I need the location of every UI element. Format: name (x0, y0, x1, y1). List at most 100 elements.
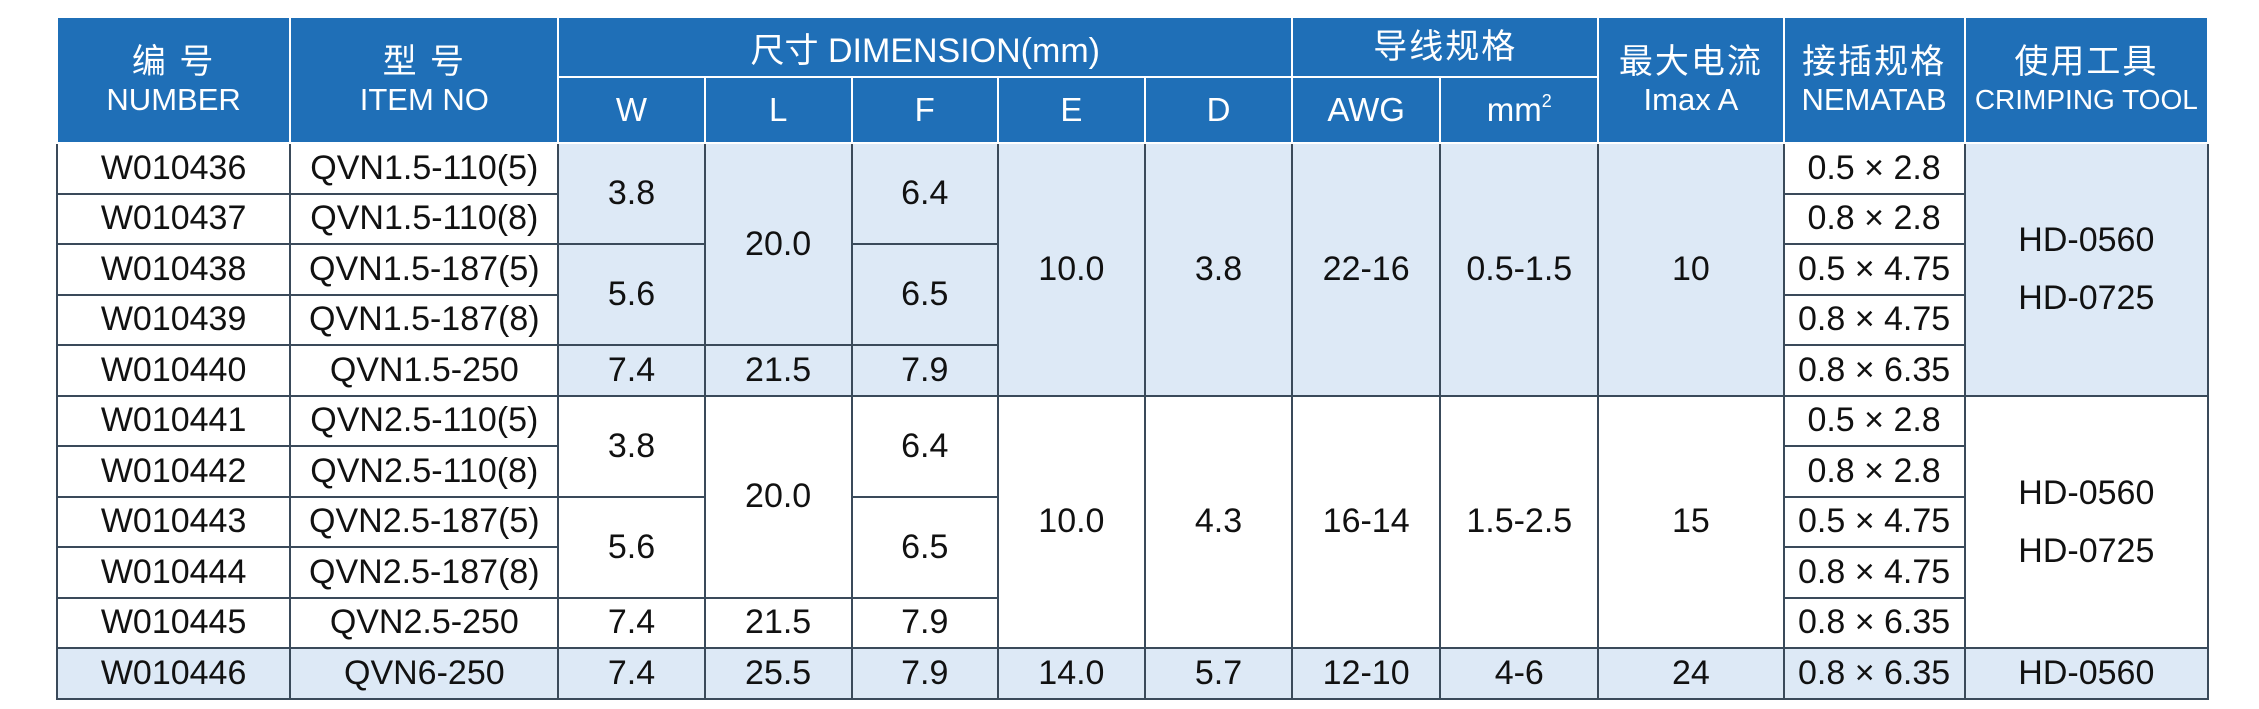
header-number: 编 号 NUMBER (55, 16, 292, 144)
cell-awg: 22-16 (1291, 142, 1442, 397)
header-d: D (1143, 76, 1294, 144)
spec-table: 编 号 NUMBER 型 号 ITEM NO 尺寸 DIMENSION(mm) … (55, 16, 2210, 700)
cell-number: W010438 (55, 243, 292, 296)
table-row: W010437 QVN1.5-110(8) 0.8 × 2.8 (55, 192, 2208, 245)
cell-item: QVN1.5-110(8) (289, 192, 560, 245)
header-connect: 接插规格 NEMATAB (1782, 16, 1966, 144)
cell-e: 14.0 (996, 647, 1146, 700)
cell-d: 5.7 (1143, 647, 1294, 700)
cell-nematab: 0.5 × 4.75 (1782, 495, 1966, 548)
cell-number: W010442 (55, 445, 292, 498)
cell-f: 6.4 (850, 142, 999, 245)
cell-number: W010444 (55, 546, 292, 599)
header-l: L (703, 76, 853, 144)
cell-f: 7.9 (850, 344, 999, 397)
cell-nematab: 0.5 × 4.75 (1782, 243, 1966, 296)
cell-w: 5.6 (557, 243, 706, 346)
cell-mm2: 0.5-1.5 (1439, 142, 1600, 397)
table-row: W010445 QVN2.5-250 7.4 21.5 7.9 0.8 × 6.… (55, 596, 2208, 649)
cell-mm2: 4-6 (1439, 647, 1600, 700)
header-item: 型 号 ITEM NO (289, 16, 560, 144)
cell-tool: HD-0560 HD-0725 (1963, 142, 2210, 397)
header-item-en: ITEM NO (359, 82, 489, 117)
cell-imax: 15 (1597, 394, 1785, 649)
cell-l: 25.5 (703, 647, 853, 700)
cell-item: QVN2.5-250 (289, 596, 560, 649)
header-tool: 使用工具 CRIMPING TOOL (1963, 16, 2210, 144)
cell-number: W010443 (55, 495, 292, 548)
header-number-en: NUMBER (106, 82, 241, 117)
header-tool-en: CRIMPING TOOL (1974, 84, 2198, 115)
cell-nematab: 0.8 × 6.35 (1782, 344, 1966, 397)
table-row: W010446 QVN6-250 7.4 25.5 7.9 14.0 5.7 1… (55, 647, 2210, 700)
cell-d: 4.3 (1143, 394, 1294, 649)
cell-f: 6.4 (850, 394, 999, 498)
cell-w: 3.8 (557, 394, 706, 498)
cell-f: 7.9 (850, 596, 999, 649)
header-wire: 导线规格 (1291, 16, 1600, 78)
cell-w: 5.6 (557, 495, 706, 599)
cell-awg: 16-14 (1291, 394, 1442, 649)
cell-imax: 24 (1597, 647, 1785, 700)
header-connect-en: NEMATAB (1801, 82, 1947, 117)
cell-awg: 12-10 (1291, 647, 1442, 700)
cell-e: 10.0 (996, 394, 1146, 649)
cell-f: 6.5 (850, 243, 999, 346)
cell-e: 10.0 (996, 142, 1146, 397)
cell-w: 3.8 (557, 142, 706, 245)
cell-item: QVN2.5-110(8) (289, 445, 560, 498)
cell-nematab: 0.8 × 2.8 (1782, 192, 1966, 245)
cell-number: W010436 (55, 142, 292, 195)
cell-tool: HD-0560 (1963, 647, 2210, 700)
table-row: W010436 QVN1.5-110(5) 3.8 20.0 6.4 10.0 … (55, 142, 2210, 397)
header-f: F (850, 76, 999, 144)
cell-w: 7.4 (557, 344, 706, 397)
cell-w: 7.4 (557, 596, 706, 649)
header-wire-cn: 导线规格 (1373, 28, 1518, 66)
header-current: 最大电流 Imax A (1597, 16, 1785, 144)
tool-name: HD-0725 (2018, 531, 2155, 570)
table-row: W010442 QVN2.5-110(8) 0.8 × 2.8 (55, 445, 2208, 498)
cell-l: 21.5 (703, 596, 853, 649)
cell-number: W010440 (55, 344, 292, 397)
cell-l: 21.5 (703, 344, 853, 397)
cell-mm2: 1.5-2.5 (1439, 394, 1600, 649)
cell-number: W010437 (55, 192, 292, 245)
table-row: W010444 QVN2.5-187(8) 0.8 × 4.75 (55, 546, 2208, 599)
cell-nematab: 0.8 × 6.35 (1782, 647, 1966, 700)
header-mm2: mm2 (1439, 76, 1600, 144)
cell-item: QVN2.5-187(5) (289, 495, 560, 548)
cell-item: QVN2.5-110(5) (289, 394, 560, 447)
header-w: W (557, 76, 706, 144)
table-row: W010439 QVN1.5-187(8) 0.8 × 4.75 (55, 293, 2208, 346)
tool-name: HD-0560 (2018, 221, 2155, 260)
header-current-cn: 最大电流 (1618, 43, 1763, 81)
table-row: W010441 QVN2.5-110(5) 3.8 20.0 6.4 10.0 … (55, 394, 2210, 649)
cell-number: W010446 (55, 647, 292, 700)
table-row: W010443 QVN2.5-187(5) 5.6 6.5 0.5 × 4.75 (55, 495, 2208, 599)
cell-nematab: 0.8 × 4.75 (1782, 546, 1966, 599)
cell-item: QVN1.5-187(8) (289, 293, 560, 346)
header-e: E (996, 76, 1146, 144)
cell-item: QVN1.5-110(5) (289, 142, 560, 195)
header-awg: AWG (1291, 76, 1442, 144)
cell-number: W010439 (55, 293, 292, 346)
cell-number: W010441 (55, 394, 292, 447)
header-current-en: Imax A (1643, 82, 1739, 117)
cell-nematab: 0.5 × 2.8 (1782, 394, 1966, 447)
cell-w: 7.4 (557, 647, 706, 700)
cell-imax: 10 (1597, 142, 1785, 397)
cell-nematab: 0.8 × 2.8 (1782, 445, 1966, 498)
cell-nematab: 0.8 × 4.75 (1782, 293, 1966, 346)
cell-item: QVN2.5-187(8) (289, 546, 560, 599)
header-mm2-sup: 2 (1541, 91, 1552, 111)
cell-l: 20.0 (703, 142, 853, 346)
header-connect-cn: 接插规格 (1802, 43, 1947, 81)
tool-name: HD-0725 (2018, 279, 2155, 318)
header-number-cn: 编 号 (131, 43, 216, 81)
tool-name: HD-0560 (2018, 473, 2155, 512)
header-tool-cn: 使用工具 (2014, 43, 2159, 81)
cell-tool: HD-0560 HD-0725 (1963, 394, 2210, 649)
cell-item: QVN1.5-250 (289, 344, 560, 397)
cell-item: QVN1.5-187(5) (289, 243, 560, 296)
